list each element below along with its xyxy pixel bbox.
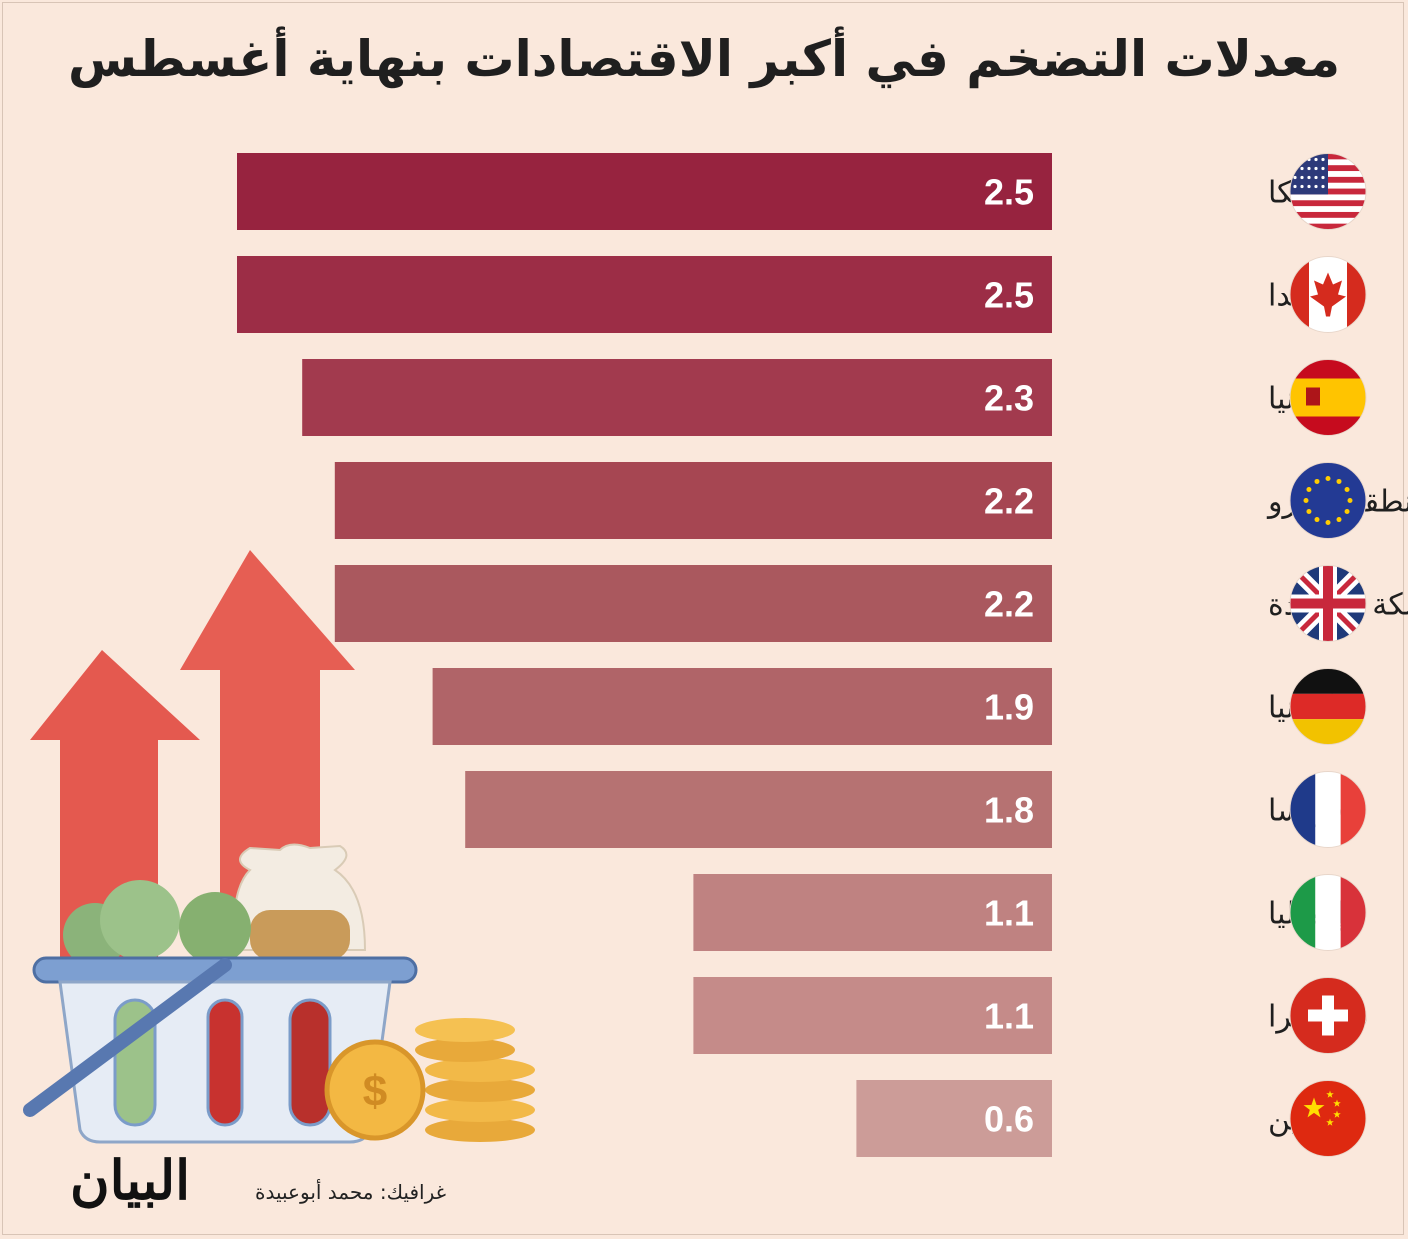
switzerland-flag-icon [1289,977,1367,1054]
shopping-basket-illustration-icon: $ [23,550,535,1144]
bar-value-label: 2.2 [984,481,1034,522]
coins-stack-icon: $ [324,1018,535,1142]
eu-flag-icon [1289,462,1367,539]
bar-9 [856,1080,1052,1157]
canada-flag-icon [1289,256,1367,333]
spain-flag-icon [1289,359,1367,436]
bar-0 [237,153,1052,230]
france-flag-icon [1289,771,1367,848]
bar-value-label: 0.6 [984,1099,1034,1140]
germany-flag-icon [1289,668,1367,745]
bar-6 [465,771,1052,848]
bar-5 [432,668,1053,745]
bar-3 [334,462,1052,539]
dollar-coin-icon [324,1039,426,1141]
china-flag-icon [1289,1080,1367,1157]
bar-value-label: 1.9 [984,687,1034,728]
bar-value-label: 1.8 [984,790,1034,831]
bar-7 [693,874,1052,951]
arrow-up-icon-left [30,650,200,960]
usa-flag-icon [1289,153,1367,230]
graphic-credit: غرافيك: محمد أبوعبيدة [255,1180,447,1204]
bread-icon [250,910,350,960]
uk-flag-icon [1289,565,1367,642]
bar-value-label: 2.2 [984,584,1034,625]
arrow-up-icon-right [180,550,355,900]
bar-value-label: 2.5 [984,275,1034,316]
bars-group [237,153,1053,1157]
chart-title: معدلات التضخم في أكبر الاقتصادات بنهاية … [67,30,1341,88]
logo: البيان [70,1148,191,1212]
bar-2 [302,359,1052,436]
svg-text:$: $ [363,1067,387,1116]
basket-handle-icon [23,958,232,1117]
italy-flag-icon [1289,874,1367,951]
bar-8 [693,977,1052,1054]
bar-1 [237,256,1052,333]
flags-group [1289,153,1367,1157]
bar-value-label: 1.1 [984,893,1034,934]
bar-value-label: 2.5 [984,172,1034,213]
lettuce-icon-2 [100,880,180,960]
bar-value-label: 1.1 [984,996,1034,1037]
lettuce-icon-3 [179,892,251,964]
bar-4 [334,565,1052,642]
bar-value-label: 2.3 [984,378,1034,419]
